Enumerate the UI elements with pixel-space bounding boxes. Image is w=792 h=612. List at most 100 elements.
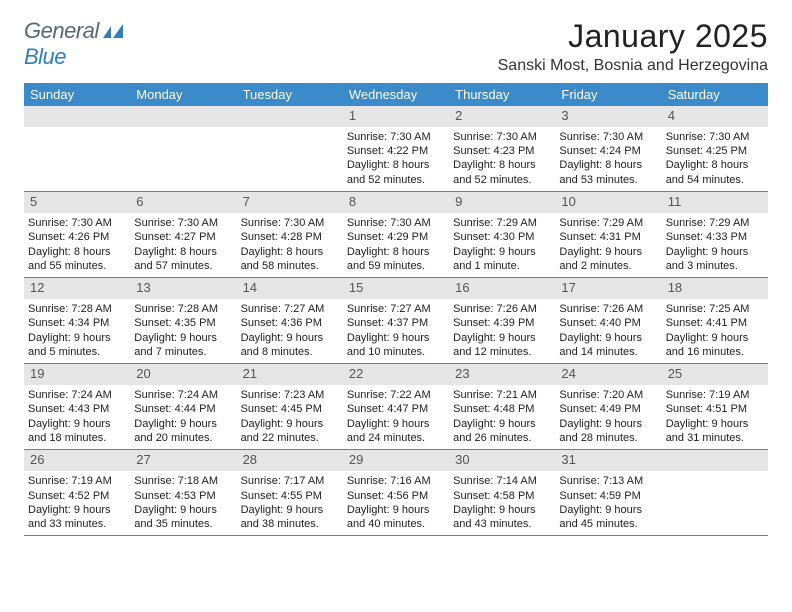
title-block: January 2025 Sanski Most, Bosnia and Her… [498,18,768,75]
daylight-text: Daylight: 9 hours and 43 minutes. [453,503,551,532]
day-number: 5 [24,192,130,213]
day-number: 22 [343,364,449,385]
day-body: Sunrise: 7:25 AMSunset: 4:41 PMDaylight:… [662,299,768,363]
week-row: 1Sunrise: 7:30 AMSunset: 4:22 PMDaylight… [24,106,768,192]
day-number: 23 [449,364,555,385]
day-body: Sunrise: 7:30 AMSunset: 4:27 PMDaylight:… [130,213,236,277]
sunset-text: Sunset: 4:58 PM [453,489,551,503]
header: General January 2025 Sanski Most, Bosnia… [24,18,768,75]
day-body: Sunrise: 7:30 AMSunset: 4:22 PMDaylight:… [343,127,449,191]
sunset-text: Sunset: 4:56 PM [347,489,445,503]
day-number: 30 [449,450,555,471]
sunrise-text: Sunrise: 7:30 AM [241,216,339,230]
sunset-text: Sunset: 4:55 PM [241,489,339,503]
day-body [662,471,768,531]
dow-tuesday: Tuesday [237,83,343,106]
sunset-text: Sunset: 4:27 PM [134,230,232,244]
sunrise-text: Sunrise: 7:30 AM [347,130,445,144]
day-body [130,127,236,187]
day-cell: 24Sunrise: 7:20 AMSunset: 4:49 PMDayligh… [555,364,661,449]
daylight-text: Daylight: 9 hours and 3 minutes. [666,245,764,274]
dow-friday: Friday [555,83,661,106]
sunset-text: Sunset: 4:23 PM [453,144,551,158]
dow-thursday: Thursday [449,83,555,106]
week-row: 12Sunrise: 7:28 AMSunset: 4:34 PMDayligh… [24,278,768,364]
day-cell: 25Sunrise: 7:19 AMSunset: 4:51 PMDayligh… [662,364,768,449]
day-number [662,450,768,471]
daylight-text: Daylight: 9 hours and 10 minutes. [347,331,445,360]
sunset-text: Sunset: 4:52 PM [28,489,126,503]
daylight-text: Daylight: 9 hours and 31 minutes. [666,417,764,446]
sunrise-text: Sunrise: 7:24 AM [134,388,232,402]
daylight-text: Daylight: 8 hours and 54 minutes. [666,158,764,187]
daylight-text: Daylight: 9 hours and 22 minutes. [241,417,339,446]
day-cell: 8Sunrise: 7:30 AMSunset: 4:29 PMDaylight… [343,192,449,277]
sunrise-text: Sunrise: 7:29 AM [559,216,657,230]
sunset-text: Sunset: 4:37 PM [347,316,445,330]
daylight-text: Daylight: 9 hours and 1 minute. [453,245,551,274]
day-body: Sunrise: 7:22 AMSunset: 4:47 PMDaylight:… [343,385,449,449]
day-number: 17 [555,278,661,299]
sunset-text: Sunset: 4:36 PM [241,316,339,330]
day-body: Sunrise: 7:20 AMSunset: 4:49 PMDaylight:… [555,385,661,449]
week-row: 19Sunrise: 7:24 AMSunset: 4:43 PMDayligh… [24,364,768,450]
day-number: 16 [449,278,555,299]
day-cell [24,106,130,191]
sunset-text: Sunset: 4:41 PM [666,316,764,330]
sunset-text: Sunset: 4:28 PM [241,230,339,244]
day-body [24,127,130,187]
sunrise-text: Sunrise: 7:20 AM [559,388,657,402]
sunrise-text: Sunrise: 7:24 AM [28,388,126,402]
sunrise-text: Sunrise: 7:29 AM [666,216,764,230]
sunset-text: Sunset: 4:59 PM [559,489,657,503]
daylight-text: Daylight: 9 hours and 8 minutes. [241,331,339,360]
day-body: Sunrise: 7:24 AMSunset: 4:43 PMDaylight:… [24,385,130,449]
sunset-text: Sunset: 4:51 PM [666,402,764,416]
day-body: Sunrise: 7:30 AMSunset: 4:23 PMDaylight:… [449,127,555,191]
day-cell [662,450,768,535]
day-cell: 13Sunrise: 7:28 AMSunset: 4:35 PMDayligh… [130,278,236,363]
day-cell: 29Sunrise: 7:16 AMSunset: 4:56 PMDayligh… [343,450,449,535]
day-body: Sunrise: 7:19 AMSunset: 4:51 PMDaylight:… [662,385,768,449]
sunrise-text: Sunrise: 7:30 AM [347,216,445,230]
day-body [237,127,343,187]
sunset-text: Sunset: 4:30 PM [453,230,551,244]
day-body: Sunrise: 7:14 AMSunset: 4:58 PMDaylight:… [449,471,555,535]
day-cell: 7Sunrise: 7:30 AMSunset: 4:28 PMDaylight… [237,192,343,277]
sunset-text: Sunset: 4:40 PM [559,316,657,330]
day-cell: 23Sunrise: 7:21 AMSunset: 4:48 PMDayligh… [449,364,555,449]
day-body: Sunrise: 7:21 AMSunset: 4:48 PMDaylight:… [449,385,555,449]
daylight-text: Daylight: 9 hours and 5 minutes. [28,331,126,360]
sunrise-text: Sunrise: 7:16 AM [347,474,445,488]
day-body: Sunrise: 7:24 AMSunset: 4:44 PMDaylight:… [130,385,236,449]
day-number: 8 [343,192,449,213]
sunrise-text: Sunrise: 7:27 AM [347,302,445,316]
sunrise-text: Sunrise: 7:19 AM [666,388,764,402]
day-cell: 17Sunrise: 7:26 AMSunset: 4:40 PMDayligh… [555,278,661,363]
day-number: 25 [662,364,768,385]
sunset-text: Sunset: 4:29 PM [347,230,445,244]
day-number: 7 [237,192,343,213]
sunset-text: Sunset: 4:53 PM [134,489,232,503]
daylight-text: Daylight: 9 hours and 35 minutes. [134,503,232,532]
sunset-text: Sunset: 4:43 PM [28,402,126,416]
sunset-text: Sunset: 4:34 PM [28,316,126,330]
dow-monday: Monday [130,83,236,106]
day-cell: 9Sunrise: 7:29 AMSunset: 4:30 PMDaylight… [449,192,555,277]
daylight-text: Daylight: 9 hours and 14 minutes. [559,331,657,360]
day-body: Sunrise: 7:26 AMSunset: 4:39 PMDaylight:… [449,299,555,363]
logo-word-general: General [24,18,99,44]
daylight-text: Daylight: 8 hours and 53 minutes. [559,158,657,187]
day-body: Sunrise: 7:30 AMSunset: 4:26 PMDaylight:… [24,213,130,277]
day-number [237,106,343,127]
day-cell [130,106,236,191]
day-cell: 6Sunrise: 7:30 AMSunset: 4:27 PMDaylight… [130,192,236,277]
daylight-text: Daylight: 9 hours and 20 minutes. [134,417,232,446]
daylight-text: Daylight: 8 hours and 57 minutes. [134,245,232,274]
day-cell: 14Sunrise: 7:27 AMSunset: 4:36 PMDayligh… [237,278,343,363]
sunset-text: Sunset: 4:35 PM [134,316,232,330]
day-cell: 4Sunrise: 7:30 AMSunset: 4:25 PMDaylight… [662,106,768,191]
day-number: 2 [449,106,555,127]
sunrise-text: Sunrise: 7:30 AM [453,130,551,144]
day-number: 31 [555,450,661,471]
